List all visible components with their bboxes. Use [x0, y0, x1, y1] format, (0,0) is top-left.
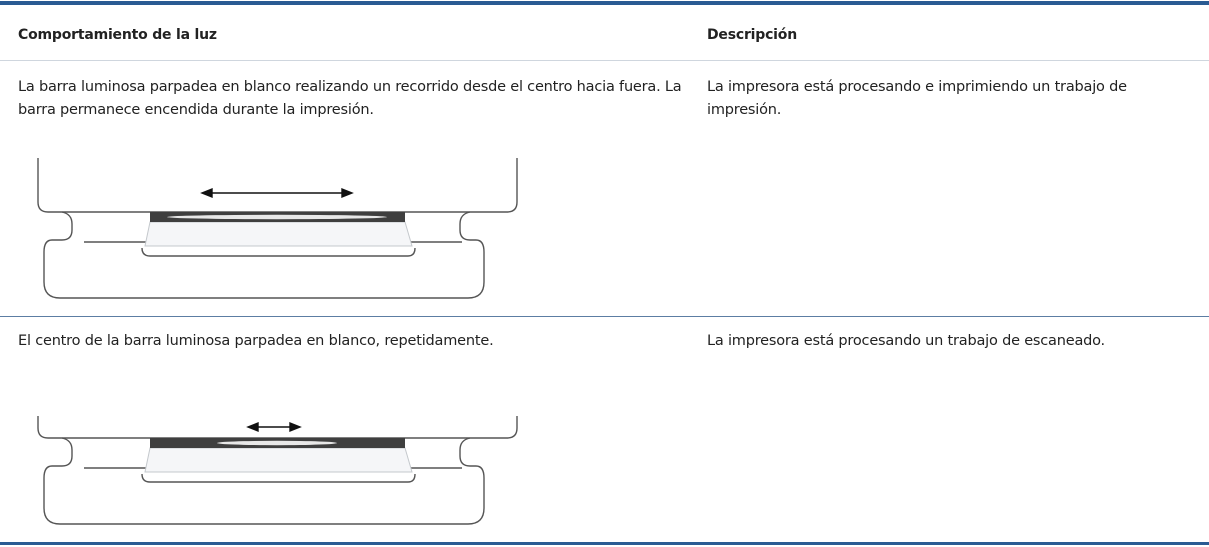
table-cell: La impresora está procesando un trabajo … — [707, 333, 1105, 349]
table-cell: La barra luminosa parpadea en blanco rea… — [18, 79, 682, 118]
table-cell: La impresora está procesando e imprimien… — [707, 79, 1127, 118]
row-rule — [0, 316, 1209, 317]
table-cell: El centro de la barra luminosa parpadea … — [18, 333, 494, 349]
header-rule — [0, 60, 1209, 61]
table-top-rule — [0, 1, 1209, 5]
printer-illustration — [37, 158, 518, 299]
table-bottom-rule — [0, 542, 1209, 545]
header-cell: Comportamiento de la luz — [18, 27, 217, 43]
header-cell: Descripción — [707, 27, 797, 43]
printer-illustration — [37, 416, 518, 525]
